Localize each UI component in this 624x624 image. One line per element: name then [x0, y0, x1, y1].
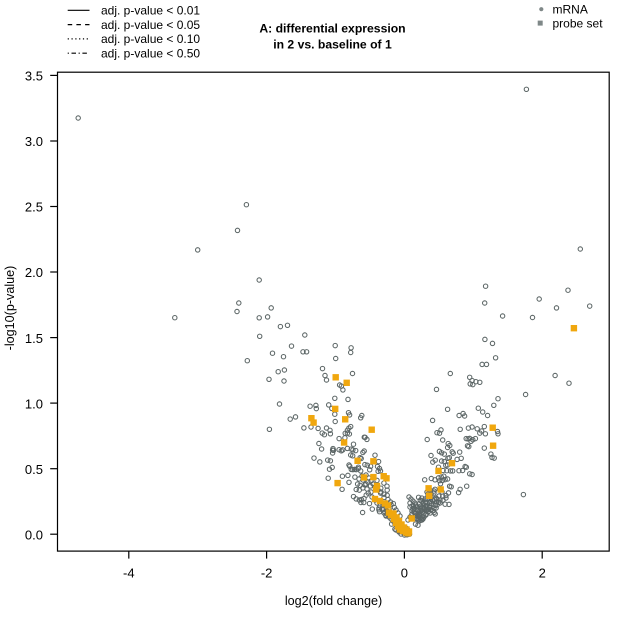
svg-text:0: 0	[401, 566, 408, 581]
svg-text:0.5: 0.5	[25, 462, 43, 477]
svg-text:1.0: 1.0	[25, 396, 43, 411]
svg-text:adj. p-value < 0.05: adj. p-value < 0.05	[101, 18, 200, 32]
svg-text:-log10(p-value): -log10(p-value)	[3, 266, 17, 351]
svg-text:adj. p-value < 0.50: adj. p-value < 0.50	[101, 47, 200, 61]
svg-text:2.0: 2.0	[25, 265, 43, 280]
svg-text:log2(fold change): log2(fold change)	[285, 594, 382, 608]
svg-text:1.5: 1.5	[25, 331, 43, 346]
svg-text:in 2 vs. baseline of 1: in 2 vs. baseline of 1	[273, 38, 392, 52]
svg-text:3.0: 3.0	[25, 134, 43, 149]
svg-text:A: differential expression: A: differential expression	[259, 22, 405, 36]
svg-text:adj. p-value < 0.01: adj. p-value < 0.01	[101, 4, 200, 18]
svg-text:-4: -4	[123, 566, 135, 581]
svg-text:2.5: 2.5	[25, 200, 43, 215]
svg-text:adj. p-value < 0.10: adj. p-value < 0.10	[101, 32, 200, 46]
svg-text:0.0: 0.0	[25, 527, 43, 542]
svg-text:probe set: probe set	[553, 16, 604, 30]
svg-text:2: 2	[539, 566, 546, 581]
svg-text:3.5: 3.5	[25, 69, 43, 84]
svg-text:mRNA: mRNA	[553, 2, 588, 16]
svg-text:-2: -2	[261, 566, 273, 581]
